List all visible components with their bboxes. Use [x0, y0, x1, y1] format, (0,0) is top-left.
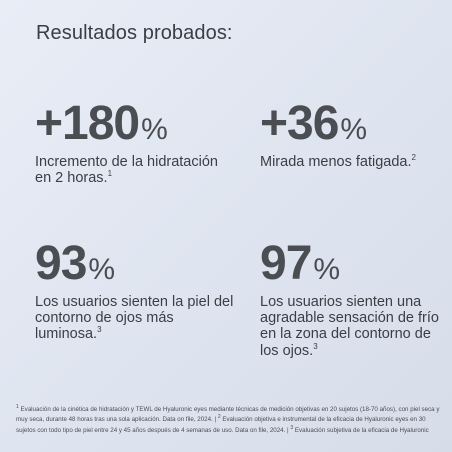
footnote-ref: 3 — [290, 424, 294, 431]
page-title: Resultados probados: — [36, 22, 233, 44]
stat-unit: % — [340, 113, 368, 146]
stat-value-row: 93% — [35, 240, 240, 288]
stat-description-text: Mirada menos fatigada. — [260, 154, 412, 170]
stat-number: +180 — [35, 97, 140, 150]
stat-number: 93 — [35, 237, 87, 290]
stat-description-text: Los usuarios sienten una agradable sensa… — [260, 294, 439, 359]
footnote-2: Evaluación objetiva e instrumental de la… — [16, 416, 426, 434]
footnote-ref: 3 — [313, 341, 318, 351]
stat-description: Los usuarios sienten una agradable sensa… — [260, 294, 452, 359]
footnotes: 1 Evaluación de la cinética de hidrataci… — [16, 404, 446, 435]
stat-value-row: 97% — [260, 240, 452, 288]
stat-description-text: Los usuarios sienten la piel del contorn… — [35, 294, 234, 343]
stat-description: Mirada menos fatigada.2 — [260, 153, 452, 170]
stat-description-text: Incremento de la hidratación en 2 horas. — [35, 154, 218, 187]
footnote-ref: 1 — [107, 169, 113, 179]
stat-luminosity: 93% Los usuarios sienten la piel del con… — [35, 240, 240, 343]
stat-number: 97 — [260, 237, 312, 290]
footnote-1: Evaluación de la cinética de hidratación… — [16, 406, 440, 424]
footnote-ref: 3 — [97, 325, 102, 335]
footnote-ref: 2 — [217, 414, 221, 421]
stat-cooling: 97% Los usuarios sienten una agradable s… — [260, 240, 452, 359]
stat-number: +36 — [260, 97, 339, 150]
stat-value-row: +180% — [35, 100, 235, 148]
stat-unit: % — [141, 113, 168, 146]
stat-description: Los usuarios sienten la piel del contorn… — [35, 294, 240, 343]
stat-unit: % — [313, 253, 341, 286]
stat-hydration: +180% Incremento de la hidratación en 2 … — [35, 100, 235, 187]
footnote-3: Evaluación subjetiva de la eficacia de H… — [294, 426, 429, 434]
stat-unit: % — [88, 253, 116, 286]
footnote-ref: 1 — [16, 404, 19, 410]
stat-fatigue: +36% Mirada menos fatigada.2 — [260, 100, 452, 171]
stat-value-row: +36% — [260, 100, 452, 148]
stat-description: Incremento de la hidratación en 2 horas.… — [35, 154, 235, 186]
footnote-ref: 2 — [411, 153, 416, 163]
